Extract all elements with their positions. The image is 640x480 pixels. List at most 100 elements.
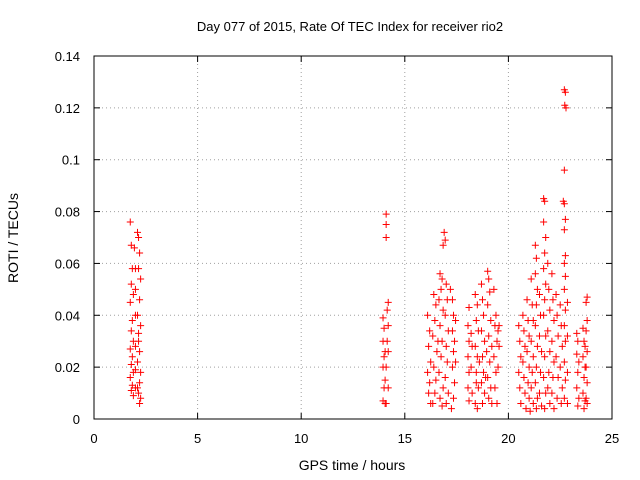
y-tick-label: 0 bbox=[73, 412, 80, 427]
data-point bbox=[382, 399, 390, 407]
data-point bbox=[135, 329, 143, 337]
data-point bbox=[472, 316, 480, 324]
data-point bbox=[580, 374, 588, 382]
data-point bbox=[442, 399, 450, 407]
data-point bbox=[486, 358, 494, 366]
data-point bbox=[429, 332, 437, 340]
data-point bbox=[426, 327, 434, 335]
data-point bbox=[477, 327, 485, 335]
data-point bbox=[448, 363, 456, 371]
data-point bbox=[575, 358, 583, 366]
data-point bbox=[527, 275, 535, 283]
data-point bbox=[522, 405, 530, 413]
data-point bbox=[535, 291, 543, 299]
x-tick-label: 20 bbox=[501, 431, 515, 446]
data-point bbox=[480, 311, 488, 319]
data-point bbox=[495, 322, 503, 330]
data-point bbox=[558, 384, 566, 392]
data-point bbox=[439, 384, 447, 392]
data-point bbox=[560, 322, 568, 330]
data-point bbox=[448, 327, 456, 335]
data-point bbox=[490, 285, 498, 293]
data-point bbox=[561, 337, 569, 345]
data-point bbox=[384, 384, 392, 392]
data-point bbox=[464, 384, 472, 392]
data-point bbox=[583, 399, 591, 407]
data-point bbox=[563, 368, 571, 376]
data-point bbox=[526, 407, 534, 415]
data-point bbox=[550, 405, 558, 413]
x-tick-label: 10 bbox=[294, 431, 308, 446]
data-point bbox=[493, 399, 501, 407]
data-point bbox=[137, 322, 145, 330]
data-point bbox=[477, 280, 485, 288]
data-point bbox=[485, 332, 493, 340]
data-point bbox=[129, 392, 137, 400]
data-point bbox=[436, 394, 444, 402]
data-point bbox=[467, 363, 475, 371]
data-point bbox=[562, 104, 570, 112]
data-point bbox=[465, 397, 473, 405]
data-point bbox=[440, 228, 448, 236]
data-point bbox=[583, 293, 591, 301]
data-point bbox=[492, 368, 500, 376]
data-point bbox=[465, 368, 473, 376]
data-point bbox=[136, 249, 144, 257]
data-point bbox=[560, 394, 568, 402]
x-tick-label: 5 bbox=[194, 431, 201, 446]
data-point bbox=[441, 311, 449, 319]
data-point bbox=[384, 322, 392, 330]
data-point bbox=[573, 350, 581, 358]
data-point bbox=[523, 348, 531, 356]
data-point bbox=[556, 301, 564, 309]
data-point bbox=[131, 366, 139, 374]
data-point bbox=[131, 342, 139, 350]
data-point bbox=[561, 215, 569, 223]
data-point bbox=[580, 405, 588, 413]
data-point bbox=[550, 316, 558, 324]
data-point bbox=[443, 358, 451, 366]
data-point bbox=[382, 363, 390, 371]
data-point bbox=[552, 291, 560, 299]
data-point bbox=[532, 363, 540, 371]
data-point bbox=[581, 342, 589, 350]
data-point bbox=[485, 394, 493, 402]
data-point bbox=[580, 337, 588, 345]
data-point bbox=[561, 272, 569, 280]
data-point bbox=[523, 296, 531, 304]
data-point bbox=[535, 389, 543, 397]
data-point bbox=[546, 399, 554, 407]
data-point bbox=[436, 270, 444, 278]
data-point bbox=[527, 337, 535, 345]
data-point bbox=[426, 379, 434, 387]
data-point bbox=[446, 285, 454, 293]
data-point bbox=[449, 348, 457, 356]
data-point bbox=[524, 379, 532, 387]
data-point bbox=[134, 228, 142, 236]
data-point bbox=[464, 353, 472, 361]
data-point bbox=[529, 353, 537, 361]
data-point bbox=[471, 342, 479, 350]
data-point bbox=[135, 389, 143, 397]
data-point bbox=[573, 384, 581, 392]
data-point bbox=[383, 337, 391, 345]
data-point bbox=[427, 358, 435, 366]
x-tick-label: 15 bbox=[398, 431, 412, 446]
data-point bbox=[451, 337, 459, 345]
data-point bbox=[520, 327, 528, 335]
data-point bbox=[541, 197, 549, 205]
y-tick-label: 0.02 bbox=[55, 360, 80, 375]
data-point bbox=[520, 374, 528, 382]
data-point bbox=[475, 358, 483, 366]
y-tick-label: 0.08 bbox=[55, 205, 80, 220]
data-point bbox=[382, 210, 390, 218]
data-point bbox=[491, 384, 499, 392]
y-tick-label: 0.04 bbox=[55, 308, 80, 323]
data-point bbox=[442, 342, 450, 350]
data-point bbox=[136, 348, 144, 356]
data-point bbox=[382, 234, 390, 241]
data-point bbox=[425, 342, 433, 350]
data-point bbox=[465, 337, 473, 345]
data-point bbox=[521, 342, 529, 350]
data-point bbox=[492, 311, 500, 319]
